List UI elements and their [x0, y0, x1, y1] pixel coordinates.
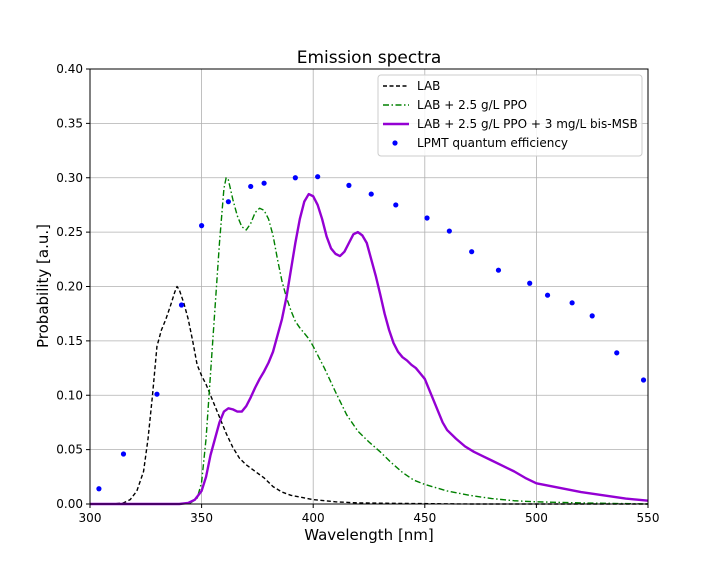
data-point	[292, 175, 298, 181]
data-point	[346, 182, 352, 188]
y-tick-label: 0.05	[56, 443, 83, 457]
data-point	[248, 183, 254, 190]
tick-layer: 300 350 400 450 500 550 0.00 0.05 0.10 0.15 0.20 0.…	[56, 62, 659, 525]
legend-label-lab-2-5-g-l-ppo-3-mg-l-bis-msb: LAB + 2.5 g/L PPO + 3 mg/L bis-MSB	[417, 117, 638, 131]
data-point	[199, 223, 205, 229]
y-tick-label: 0.15	[56, 334, 83, 348]
data-point	[96, 486, 102, 492]
data-point	[640, 377, 647, 383]
data-point	[446, 228, 452, 234]
chart-title: Emission spectra	[297, 48, 442, 68]
y-tick-label: 0.25	[56, 225, 83, 239]
data-point	[178, 302, 185, 308]
data-point	[544, 292, 551, 298]
data-point	[154, 391, 160, 397]
data-point	[225, 199, 231, 205]
data-point	[614, 350, 620, 356]
y-tick-label: 0.00	[56, 497, 83, 511]
data-point	[527, 280, 533, 286]
plot-layer	[90, 174, 649, 506]
x-tick-label: 500	[525, 511, 548, 525]
legend-label-lab: LAB	[417, 79, 440, 93]
series-line-lab-2-5-g-l-ppo-3-mg-l-bis-msb	[90, 192, 649, 506]
data-point	[469, 249, 475, 255]
legend-box	[377, 74, 643, 157]
legend-marker-lpmt-quantum-efficiency	[392, 140, 398, 146]
data-point	[569, 300, 575, 306]
x-tick-label: 300	[79, 511, 102, 525]
x-tick-label: 400	[302, 511, 325, 525]
data-point	[393, 202, 399, 208]
data-point	[495, 267, 502, 273]
y-tick-label: 0.30	[56, 171, 83, 185]
x-tick-label: 450	[413, 511, 436, 525]
y-tick-label: 0.20	[56, 280, 83, 294]
series-lpmt-quantum-efficiency	[96, 174, 647, 492]
x-tick-label: 550	[637, 511, 660, 525]
y-tick-label: 0.35	[56, 116, 83, 130]
data-point	[261, 180, 267, 186]
data-point	[120, 451, 127, 457]
y-axis-label: Probability [a.u.]	[34, 224, 52, 348]
data-point	[589, 313, 595, 319]
data-point	[424, 215, 430, 221]
data-point	[368, 191, 374, 197]
y-tick-label: 0.10	[56, 388, 83, 402]
x-tick-label: 350	[190, 511, 213, 525]
legend: LAB LAB + 2.5 g/L PPO LAB + 2.5 g/L PPO + …	[377, 74, 643, 157]
legend-label-lab-2-5-g-l-ppo: LAB + 2.5 g/L PPO	[417, 98, 527, 112]
legend-label-lpmt-quantum-efficiency: LPMT quantum efficiency	[417, 136, 568, 150]
series-line-lab-2-5-g-l-ppo	[90, 177, 649, 505]
series-line-lab	[90, 285, 648, 505]
x-axis-label: Wavelength [nm]	[304, 526, 434, 544]
y-tick-label: 0.40	[56, 62, 83, 76]
data-point	[315, 174, 321, 180]
